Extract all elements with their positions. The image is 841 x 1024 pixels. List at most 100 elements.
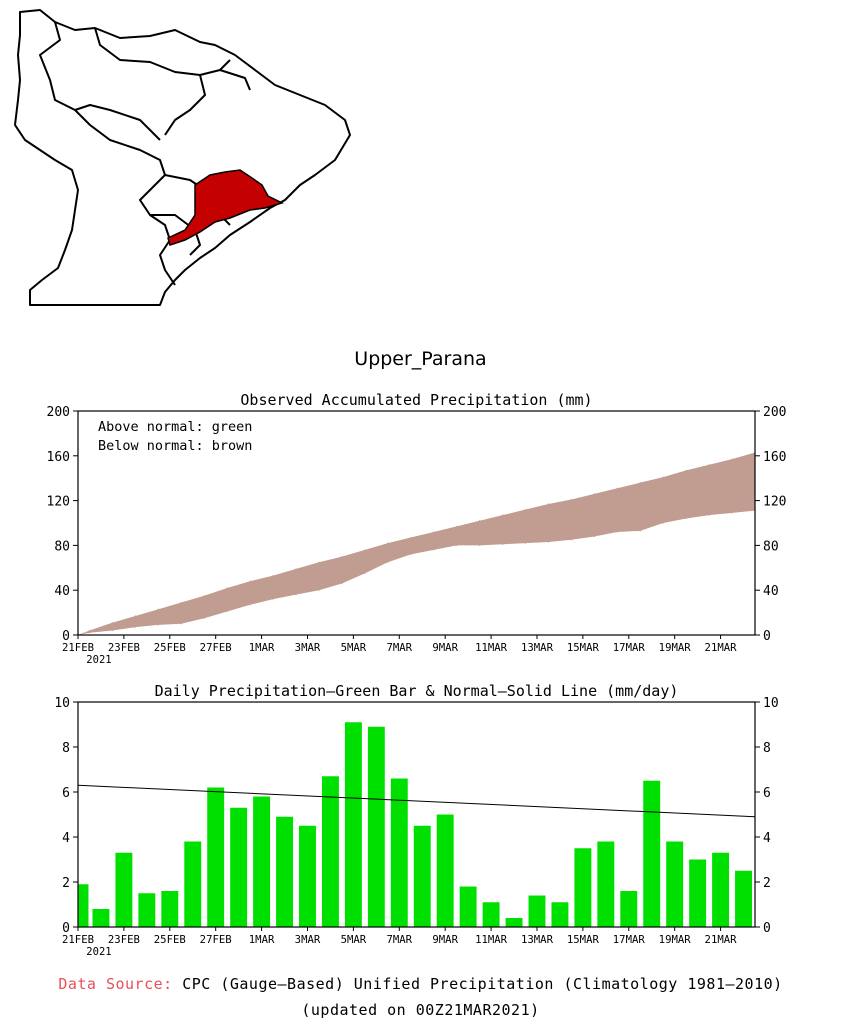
daily-bar [184,841,202,927]
daily-bar [413,825,431,927]
normal-point [501,514,504,516]
normal-point [410,536,412,539]
observed-point [88,632,91,634]
observed-point [662,522,664,524]
daily-bar [390,778,408,927]
y-tick-label-right: 8 [763,741,771,756]
x-tick-label: 5MAR [341,642,367,654]
normal-point [387,542,389,544]
footer-data-source: Data Source: CPC (Gauge–Based) Unified P… [0,975,841,993]
y-tick-label-left: 40 [54,584,70,599]
normal-point [685,469,687,471]
normal-point [639,482,641,484]
normal-point [364,549,366,551]
observed-point [387,561,389,563]
y-tick-label-right: 160 [763,450,786,465]
normal-point [593,493,595,495]
daily-bar [666,841,684,927]
observed-point [479,544,481,546]
daily-bar [321,776,339,927]
y-tick-label-left: 0 [62,629,70,644]
y-tick-label-right: 10 [763,696,779,711]
normal-point [272,575,274,577]
normal-point [88,629,91,632]
y-tick-label-right: 120 [763,495,786,510]
daily-bar [344,722,362,927]
x-tick-label: 3MAR [295,934,321,946]
daily-bar [528,895,546,927]
observed-point [318,589,320,591]
daily-bar [276,816,294,927]
daily-bar [207,787,225,927]
observed-point [249,604,251,606]
x-tick-label: 19MAR [659,642,692,654]
x-tick-label: 27FEB [200,642,232,654]
observed-point [547,541,550,543]
daily-bar [459,886,477,927]
daily-bar [230,807,248,927]
y-tick-label-left: 160 [47,450,70,465]
normal-point [547,503,550,505]
normal-point [433,531,435,533]
x-tick-label: 13MAR [521,642,554,654]
daily-bar [367,726,385,927]
observed-point [410,553,412,555]
daily-bar [115,852,133,927]
observed-point [639,530,641,532]
daily-precipitation-chart: Daily Precipitation–Green Bar & Normal–S… [54,682,778,958]
x-tick-label: 25FEB [154,934,186,946]
observed-point [456,544,458,546]
upper-parana-region [168,170,282,245]
y-tick-label-left: 2 [62,876,70,891]
y-tick-label-right: 0 [763,629,771,644]
normal-point [295,568,297,570]
x-tick-label: 9MAR [432,642,458,654]
y-tick-label-right: 4 [763,831,771,846]
observed-point [157,624,159,626]
observed-point [433,549,435,551]
normal-point [318,561,320,563]
y-tick-label-left: 10 [54,696,70,711]
observed-point [180,623,182,625]
y-tick-label-left: 200 [47,405,70,420]
normal-point [249,580,251,582]
y-tick-label-left: 120 [47,495,70,510]
daily-bar [138,893,156,927]
below-normal-band [78,449,755,635]
x-year-label: 2021 [86,654,111,666]
normal-point [341,556,343,558]
observed-point [593,535,595,538]
daily-bar [620,891,638,927]
x-tick-label: 9MAR [432,934,458,946]
daily-bar [597,841,615,927]
observed-point [134,626,136,628]
charts: Observed Accumulated Precipitation (mm) 0… [47,391,787,958]
x-tick-label: 17MAR [613,642,646,654]
x-tick-label: 21FEB [62,642,94,654]
x-year-label: 2021 [86,946,111,958]
observed-point [685,517,687,520]
region-title: Upper_Parana [354,348,487,370]
x-tick-label: 19MAR [659,934,692,946]
daily-bar [299,825,316,927]
daily-bar [482,902,500,927]
x-tick-label: 11MAR [475,934,508,946]
plot-frame [77,701,756,928]
normal-point [157,608,159,610]
y-tick-label-left: 0 [62,921,70,936]
x-tick-label: 7MAR [386,642,412,654]
daily-bar [161,891,179,927]
y-tick-label-left: 80 [54,539,70,554]
daily-bar [505,918,523,927]
normal-point [456,525,458,527]
normal-point [226,587,228,589]
border-lines [39,21,176,286]
x-tick-label: 21FEB [62,934,94,946]
observed-point [111,629,114,632]
normal-point [616,487,618,489]
accumulated-precipitation-chart: Observed Accumulated Precipitation (mm) 0… [47,391,787,666]
observed-point [708,514,710,516]
y-tick-label-left: 6 [62,786,70,801]
x-tick-label: 1MAR [249,934,275,946]
x-tick-label: 21MAR [705,934,738,946]
